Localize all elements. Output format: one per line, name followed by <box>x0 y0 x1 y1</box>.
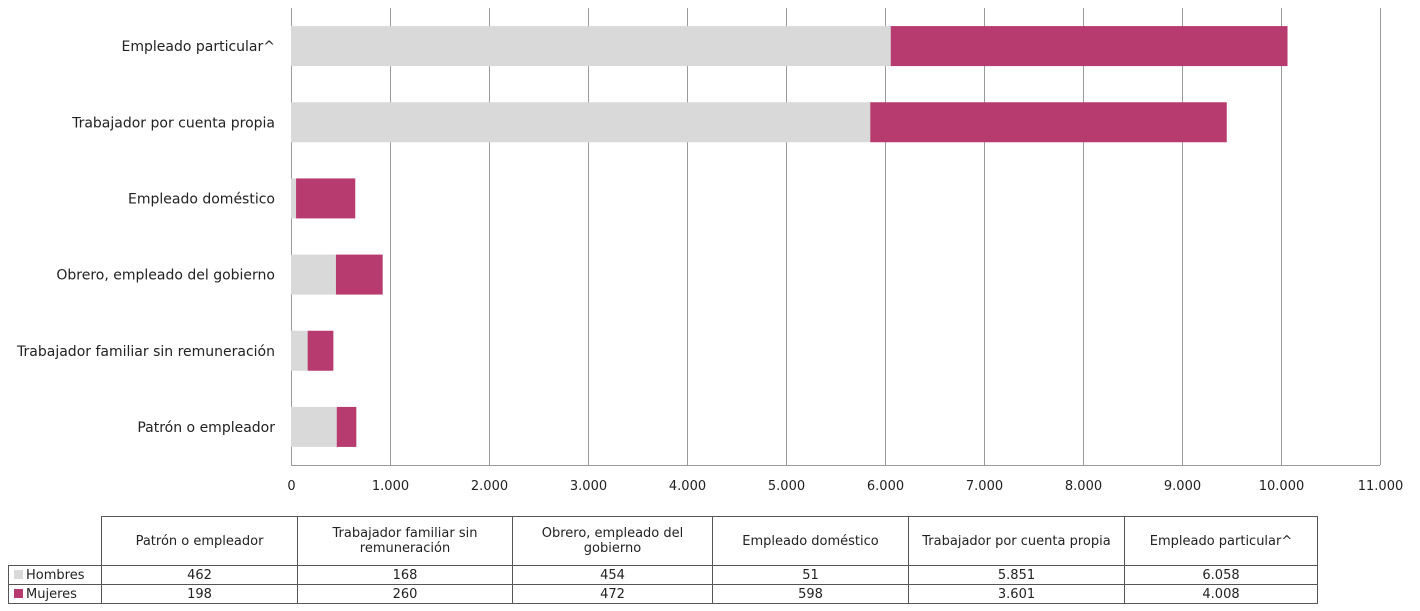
bar-hombres-empleado-domestico <box>291 178 297 219</box>
data-table-cell: 6.058 <box>1124 565 1318 585</box>
data-table-header: Patrón o empleador <box>101 516 298 566</box>
legend-label: Hombres <box>26 567 85 583</box>
category-label: Trabajador por cuenta propia <box>71 115 275 131</box>
x-tick-label: 9.000 <box>1164 479 1201 494</box>
header-line: Patrón o empleador <box>135 533 264 549</box>
data-table-header-row: Patrón o empleador Trabajador familiar s… <box>8 516 1318 566</box>
bar-hombres-trabajador-por-cuenta-propia <box>291 102 871 143</box>
x-tick-label: 3.000 <box>570 479 607 494</box>
x-tick-label: 4.000 <box>669 479 706 494</box>
x-tick-label: 8.000 <box>1065 479 1102 494</box>
category-label: Empleado particular^ <box>122 39 275 55</box>
bar-mujeres-empleado-domestico <box>296 178 356 219</box>
category-label: Empleado doméstico <box>128 191 275 207</box>
category-label: Trabajador familiar sin remuneración <box>16 344 275 360</box>
data-table-corner <box>8 516 102 566</box>
category-label: Patrón o empleador <box>137 420 275 436</box>
data-table-cell: 454 <box>512 565 713 585</box>
x-tick-label: 2.000 <box>471 479 508 494</box>
bar-hombres-empleado-particular <box>291 26 891 67</box>
bars <box>291 26 1288 447</box>
bar-hombres-obrero-empleado-del-gobierno <box>291 254 336 295</box>
legend-entry-hombres: Hombres <box>8 565 102 585</box>
x-tick-label: 7.000 <box>966 479 1003 494</box>
bar-hombres-patron-o-empleador <box>291 406 337 447</box>
x-axis: 0 1.000 2.000 3.000 4.000 5.000 6.000 7.000 8.00… <box>287 465 1404 494</box>
data-table-header: Empleado doméstico <box>712 516 909 566</box>
data-table-cell: 168 <box>297 565 513 585</box>
header-line: Trabajador familiar sin <box>332 526 478 541</box>
data-table-cell: 260 <box>297 584 513 604</box>
header-line: remuneración <box>359 541 451 556</box>
x-tick-label: 11.000 <box>1358 479 1404 494</box>
bar-mujeres-patron-o-empleador <box>336 406 357 447</box>
data-table-cell: 51 <box>712 565 909 585</box>
data-table-row-mujeres: Mujeres 198 260 472 598 3.601 4.008 <box>8 584 1318 604</box>
data-table-header: Trabajador por cuenta propia <box>908 516 1125 566</box>
category-label: Obrero, empleado del gobierno <box>56 268 275 284</box>
data-table-header: Obrero, empleado del gobierno <box>512 516 713 566</box>
data-table-header: Empleado particular^ <box>1124 516 1318 566</box>
gridlines <box>291 8 1381 465</box>
x-tick-label: 0 <box>287 479 295 494</box>
data-table-cell: 598 <box>712 584 909 604</box>
category-labels: Patrón o empleador Trabajador familiar si… <box>16 39 275 436</box>
bar-hombres-trabajador-familiar-sin-remuneracion <box>291 330 308 371</box>
legend-entry-mujeres: Mujeres <box>8 584 102 604</box>
bar-mujeres-obrero-empleado-del-gobierno <box>335 254 383 295</box>
legend-label: Mujeres <box>26 586 77 602</box>
data-table-header: Trabajador familiar sin remuneración <box>297 516 513 566</box>
data-table: Patrón o empleador Trabajador familiar s… <box>8 516 1318 604</box>
data-table-cell: 462 <box>101 565 298 585</box>
legend-swatch-mujeres <box>14 588 23 598</box>
data-table-cell: 5.851 <box>908 565 1125 585</box>
data-table-cell: 3.601 <box>908 584 1125 604</box>
x-tick-label: 10.000 <box>1259 479 1305 494</box>
x-tick-label: 6.000 <box>867 479 904 494</box>
data-table-cell: 4.008 <box>1124 584 1318 604</box>
bar-mujeres-trabajador-por-cuenta-propia <box>870 102 1227 143</box>
bar-mujeres-trabajador-familiar-sin-remuneracion <box>307 330 334 371</box>
x-tick-label: 5.000 <box>768 479 805 494</box>
header-line: gobierno <box>583 541 642 556</box>
header-line: Empleado doméstico <box>742 533 879 549</box>
x-tick-label: 1.000 <box>372 479 409 494</box>
bar-mujeres-empleado-particular <box>890 26 1288 67</box>
data-table-row-hombres: Hombres 462 168 454 51 5.851 6.058 <box>8 565 1318 585</box>
legend-swatch-hombres <box>14 569 23 579</box>
header-line: Empleado particular^ <box>1149 533 1293 549</box>
header-line: Trabajador por cuenta propia <box>922 533 1111 549</box>
data-table-cell: 198 <box>101 584 298 604</box>
data-table-cell: 472 <box>512 584 713 604</box>
stacked-bar-chart: 0 1.000 2.000 3.000 4.000 5.000 6.000 7.000 8.00… <box>16 8 1404 494</box>
header-line: Obrero, empleado del <box>541 526 684 541</box>
